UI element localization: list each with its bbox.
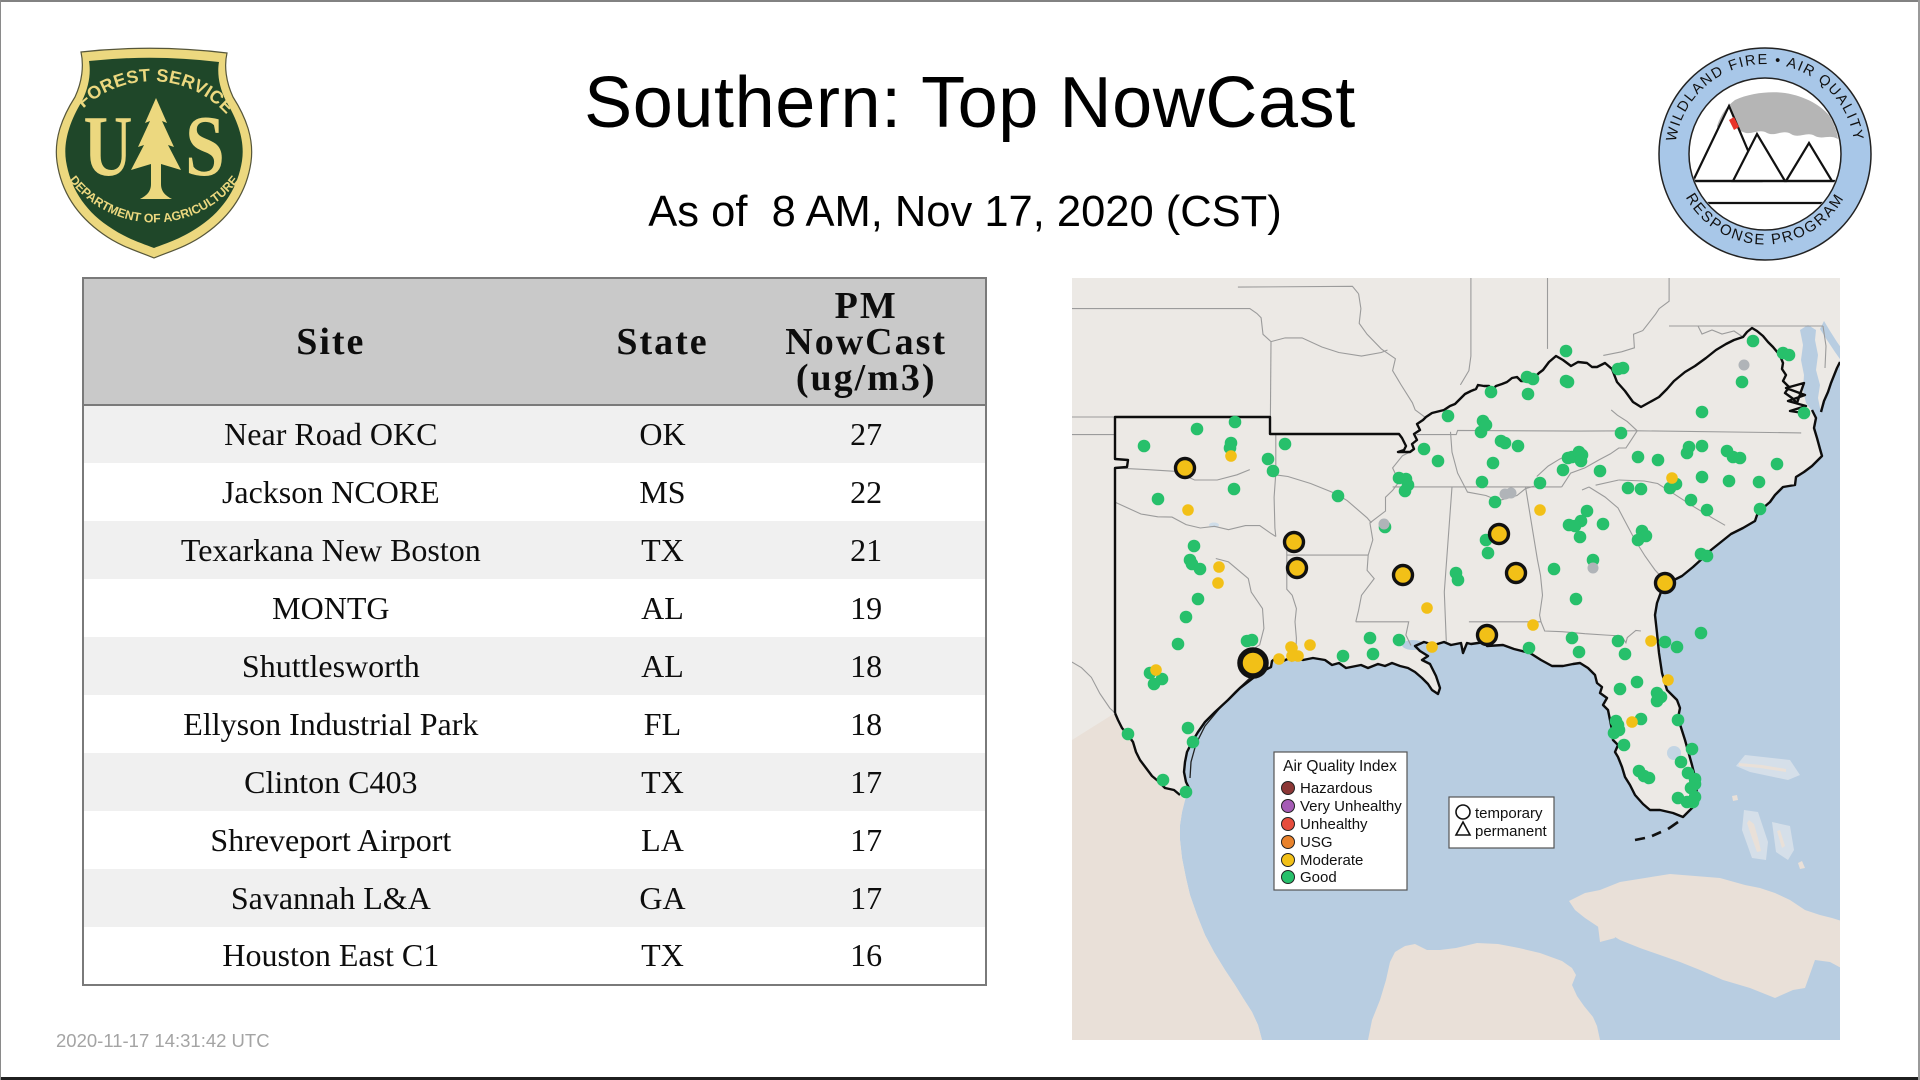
svg-text:Hazardous: Hazardous (1300, 780, 1373, 797)
svg-text:USG: USG (1300, 834, 1333, 851)
svg-text:permanent: permanent (1475, 823, 1548, 840)
svg-text:Good: Good (1300, 869, 1337, 886)
svg-text:Very Unhealthy: Very Unhealthy (1300, 798, 1402, 815)
svg-text:temporary: temporary (1475, 805, 1543, 822)
svg-text:Moderate: Moderate (1300, 852, 1363, 869)
svg-text:Air Quality Index: Air Quality Index (1283, 758, 1397, 775)
svg-text:U: U (83, 97, 132, 194)
svg-text:Unhealthy: Unhealthy (1300, 816, 1368, 833)
svg-text:S: S (185, 98, 225, 194)
